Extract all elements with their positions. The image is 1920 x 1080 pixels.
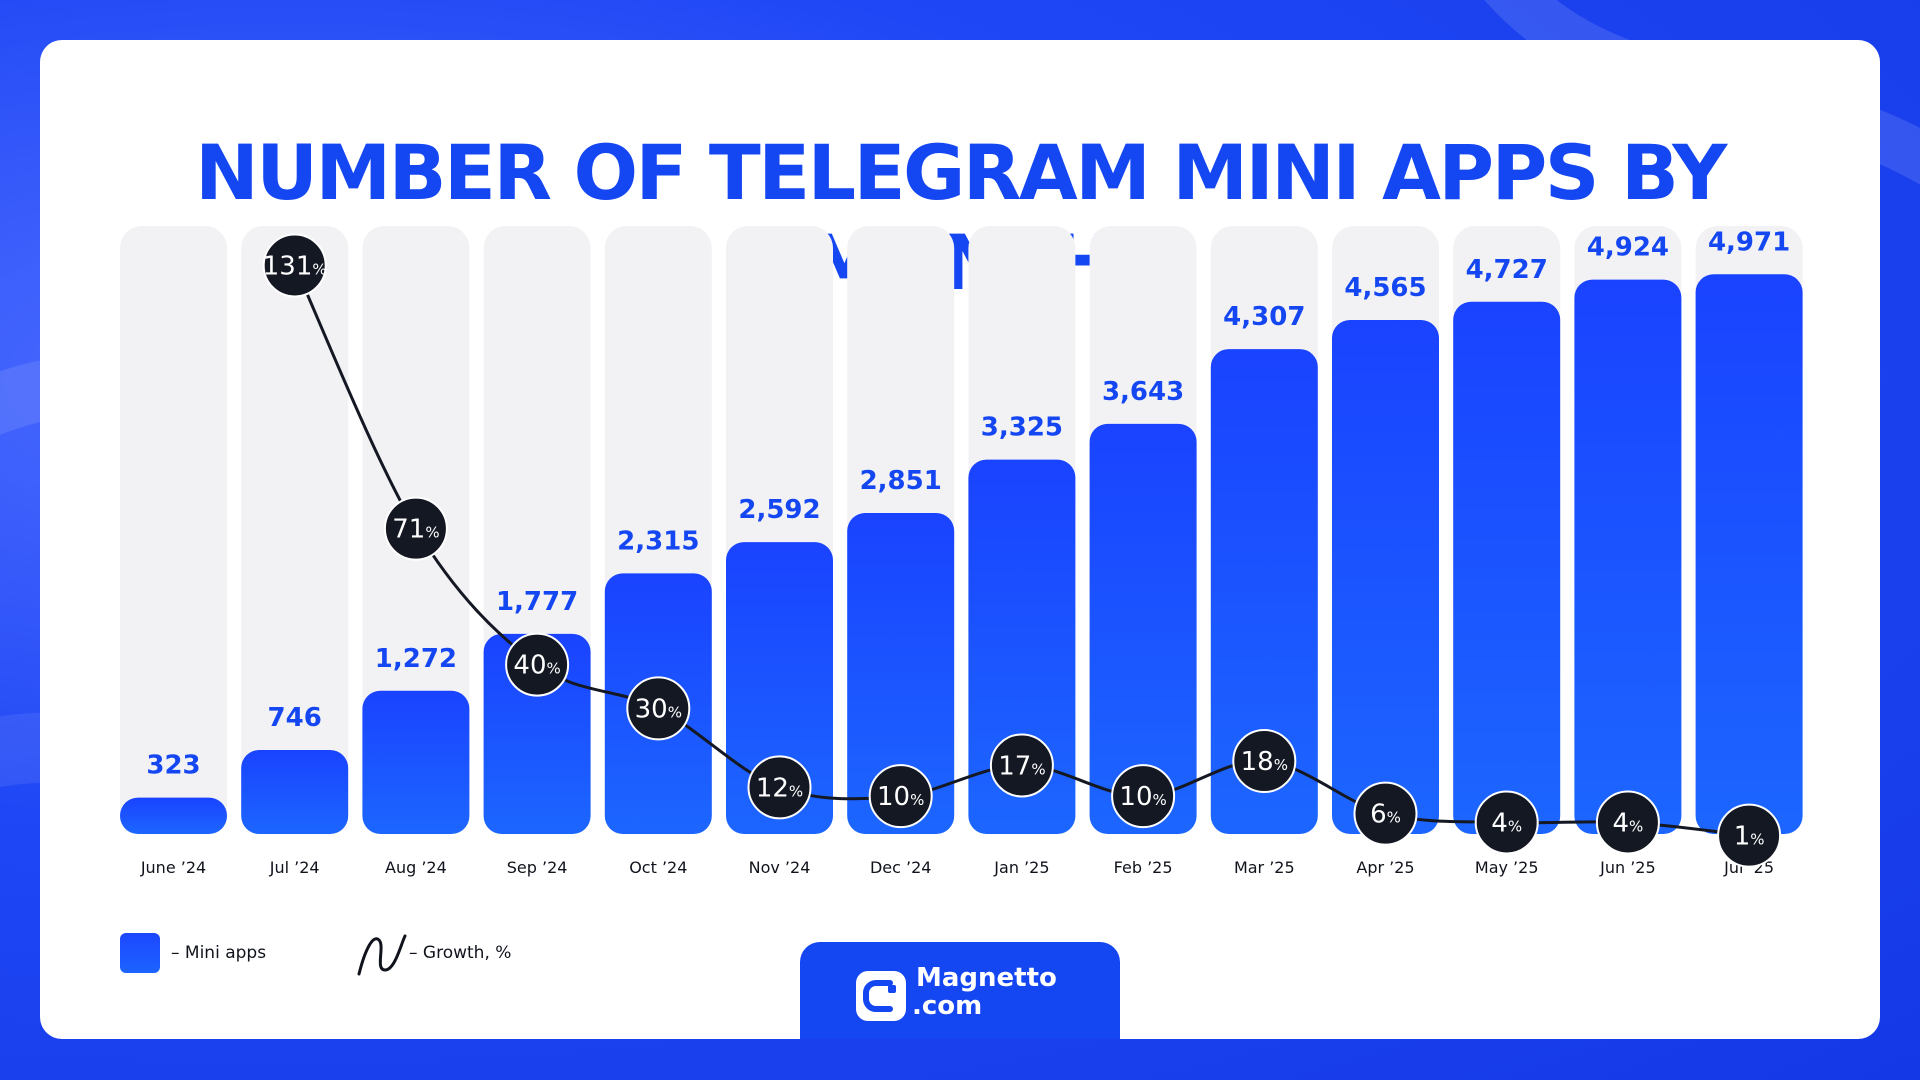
bar-value-label: 2,851: [860, 466, 942, 496]
bar: [483, 633, 591, 834]
growth-bubble: [1111, 764, 1176, 829]
growth-bubble: [989, 733, 1054, 798]
growth-value-label: 17%: [998, 751, 1045, 781]
chart-card: NUMBER OF TELEGRAM MINI APPS BY MONTH 32…: [40, 40, 1880, 1039]
growth-value-label: 12%: [756, 773, 803, 803]
x-tick-label: Oct ’24: [629, 858, 687, 877]
growth-point: 131%: [262, 233, 327, 298]
brand-domain: .com: [912, 991, 983, 1021]
bar: [1332, 320, 1439, 835]
growth-bubble: [868, 764, 933, 829]
bar: [847, 512, 955, 834]
growth-value-label: 6%: [1370, 800, 1401, 830]
growth-value-label: 10%: [1119, 782, 1166, 812]
bar-value-label: 1,777: [496, 587, 578, 617]
bar-value-label: 4,924: [1587, 233, 1669, 263]
bar: [241, 750, 349, 834]
growth-point: 40%: [505, 632, 570, 697]
growth-point: 4%: [1595, 790, 1660, 855]
legend-line-label: – Growth, %: [409, 943, 512, 963]
brand-name: Magnetto: [916, 963, 1057, 993]
bar-track: [120, 226, 227, 834]
bar-value-label: 1,272: [375, 644, 457, 674]
x-tick-label: May ’25: [1475, 858, 1539, 877]
bar-value-label: 746: [268, 703, 322, 733]
growth-point: 18%: [1232, 729, 1297, 794]
growth-bubble: [1353, 781, 1418, 846]
bar: [968, 459, 1076, 834]
growth-value-label: 30%: [635, 694, 682, 724]
growth-point: 30%: [626, 676, 691, 741]
magnetto-logo-icon: [856, 971, 906, 1021]
growth-value-label: 131%: [263, 251, 327, 281]
growth-point: 10%: [1111, 764, 1176, 829]
growth-bubble: [747, 755, 812, 820]
growth-value-label: 4%: [1612, 808, 1643, 838]
growth-bubble: [1717, 803, 1782, 868]
bar-value-label: 323: [146, 751, 200, 781]
growth-point: 71%: [383, 496, 448, 561]
legend-bar-swatch: [120, 933, 160, 973]
bar-track: [241, 226, 349, 834]
growth-value-label: 1%: [1734, 822, 1765, 852]
x-tick-label: Nov ’24: [749, 858, 811, 877]
x-tick-label: Apr ’25: [1356, 858, 1414, 877]
bar: [1453, 301, 1561, 835]
chart-canvas: 323 746 1,272 1,777 2,315 2,592 2,851 3,325 3,64…: [120, 226, 1803, 877]
growth-point: 1%: [1717, 803, 1782, 868]
bar-value-label: 4,565: [1344, 273, 1426, 303]
growth-bubble: [1474, 790, 1539, 855]
x-tick-label: Jul ’24: [269, 858, 320, 877]
bar-value-label: 4,727: [1466, 255, 1548, 285]
growth-bubble: [1595, 790, 1660, 855]
growth-value-label: 71%: [392, 515, 439, 545]
bar: [1089, 423, 1197, 834]
x-tick-label: Aug ’24: [385, 858, 447, 877]
growth-point: 17%: [989, 733, 1054, 798]
bar: [1695, 274, 1803, 834]
x-tick-label: Feb ’25: [1114, 858, 1173, 877]
growth-bubble: [505, 632, 570, 697]
bar: [726, 542, 833, 834]
growth-value-label: 10%: [877, 782, 924, 812]
growth-bubble: [1232, 729, 1297, 794]
bar-value-label: 4,307: [1223, 302, 1305, 332]
legend-bars-label: – Mini apps: [171, 943, 267, 963]
growth-point: 10%: [868, 764, 933, 829]
x-tick-label: Jan ’25: [993, 858, 1049, 877]
legend-line-icon: [357, 934, 407, 976]
bar-value-label: 2,592: [738, 495, 820, 525]
bar-value-label: 3,643: [1102, 377, 1184, 407]
growth-bubble: [626, 676, 691, 741]
bar: [1210, 349, 1318, 834]
bar-value-label: 3,325: [981, 413, 1063, 443]
growth-value-label: 18%: [1241, 747, 1288, 777]
bar: [362, 690, 470, 834]
brand-tab: Magnetto .com: [800, 942, 1120, 1039]
x-tick-label: June ’24: [140, 858, 206, 877]
bar-value-label: 4,971: [1708, 227, 1790, 257]
growth-bubble: [383, 496, 448, 561]
growth-point: 12%: [747, 755, 812, 820]
x-tick-label: Dec ’24: [870, 858, 932, 877]
bar: [1574, 279, 1682, 834]
x-tick-label: Mar ’25: [1234, 858, 1295, 877]
x-tick-label: Jun ’25: [1599, 858, 1656, 877]
x-tick-label: Sep ’24: [507, 858, 568, 877]
growth-bubble: [262, 233, 327, 298]
bar: [120, 797, 227, 834]
growth-point: 4%: [1474, 790, 1539, 855]
growth-point: 6%: [1353, 781, 1418, 846]
growth-value-label: 4%: [1491, 808, 1522, 838]
bar-value-label: 2,315: [617, 526, 699, 556]
growth-value-label: 40%: [513, 651, 560, 681]
chart-title: NUMBER OF TELEGRAM MINI APPS BY MONTH: [195, 128, 1727, 307]
